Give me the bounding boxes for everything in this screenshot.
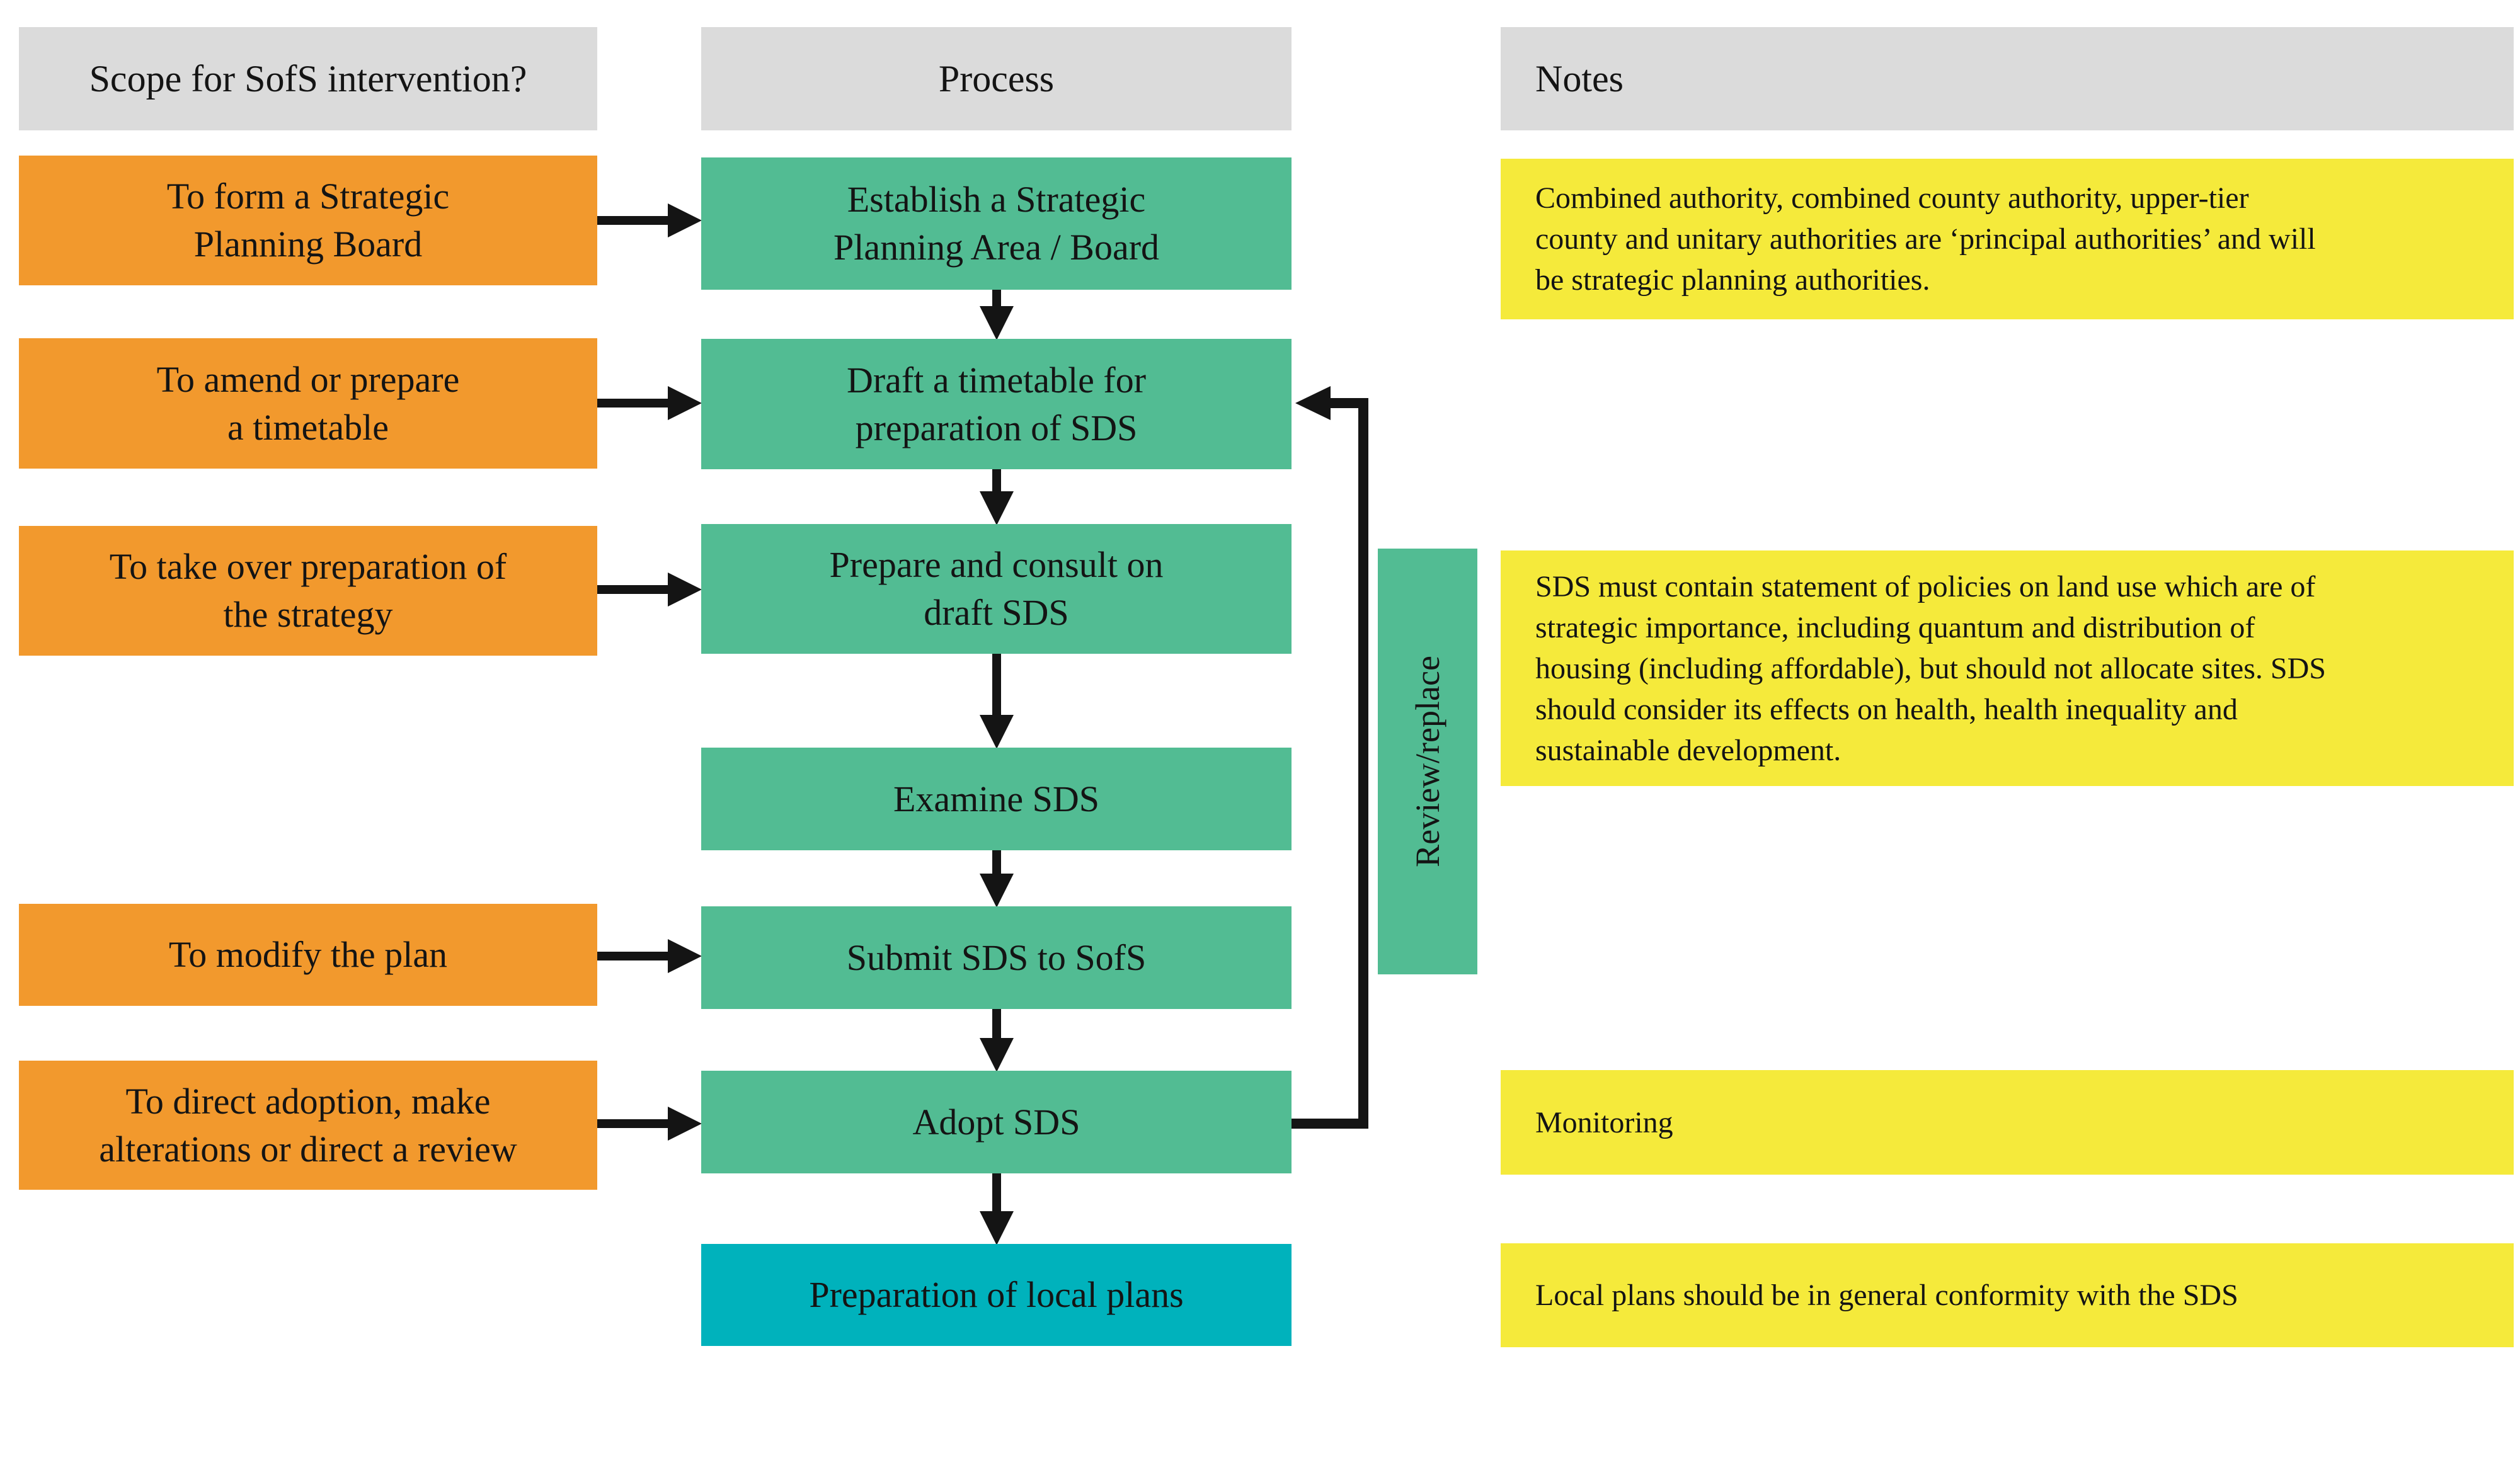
process-box-examine: Examine SDS	[701, 748, 1292, 850]
note-principal-authorities-text: Combined authority, combined county auth…	[1535, 181, 2316, 297]
scope-box-amend-timetable: To amend or prepare a timetable	[19, 338, 597, 469]
header-scope-label: Scope for SofS intervention?	[89, 57, 527, 100]
arrow-adopt-to-local-plans	[980, 1173, 1014, 1245]
scope-box-direct-adoption-label: To direct adoption, make alterations or …	[99, 1080, 517, 1170]
scope-box-amend-timetable-label: To amend or prepare a timetable	[156, 358, 460, 448]
arrow-submit-to-adopt	[980, 1009, 1014, 1072]
process-box-establish-label: Establish a Strategic Planning Area / Bo…	[833, 179, 1160, 268]
process-box-draft-timetable: Draft a timetable for preparation of SDS	[701, 339, 1292, 469]
note-sds-content-text: SDS must contain statement of policies o…	[1535, 569, 2326, 767]
arrow-amend-timetable-to-draft	[597, 386, 702, 420]
arrow-prepare-to-examine	[980, 654, 1014, 749]
header-notes: Notes	[1501, 27, 2514, 130]
scope-box-modify-plan: To modify the plan	[19, 904, 597, 1006]
process-box-prepare-consult: Prepare and consult on draft SDS	[701, 524, 1292, 654]
header-process-label: Process	[938, 57, 1055, 100]
note-principal-authorities: Combined authority, combined county auth…	[1501, 159, 2514, 319]
scope-box-form-board-label: To form a Strategic Planning Board	[166, 176, 450, 265]
arrow-direct-adoption-to-adopt	[597, 1107, 702, 1141]
scope-box-take-over: To take over preparation of the strategy	[19, 526, 597, 656]
header-scope: Scope for SofS intervention?	[19, 27, 597, 130]
arrow-draft-to-prepare	[980, 469, 1014, 525]
scope-box-form-board: To form a Strategic Planning Board	[19, 156, 597, 285]
note-local-plans-conformity-text: Local plans should be in general conform…	[1535, 1279, 2238, 1312]
scope-box-modify-plan-label: To modify the plan	[168, 934, 448, 975]
review-replace-box: Review/replace	[1378, 549, 1477, 974]
arrow-establish-to-draft	[980, 290, 1014, 340]
header-notes-label: Notes	[1535, 57, 1624, 100]
process-box-local-plans-label: Preparation of local plans	[809, 1274, 1184, 1315]
arrow-take-over-to-prepare	[597, 573, 702, 607]
arrow-form-board-to-establish	[597, 203, 702, 237]
process-box-submit-label: Submit SDS to SofS	[846, 937, 1147, 978]
note-monitoring: Monitoring	[1501, 1070, 2514, 1175]
process-box-adopt: Adopt SDS	[701, 1071, 1292, 1173]
process-box-local-plans: Preparation of local plans	[701, 1244, 1292, 1346]
process-box-submit: Submit SDS to SofS	[701, 906, 1292, 1009]
note-monitoring-text: Monitoring	[1535, 1105, 1673, 1139]
scope-box-direct-adoption: To direct adoption, make alterations or …	[19, 1061, 597, 1190]
process-box-establish: Establish a Strategic Planning Area / Bo…	[701, 157, 1292, 290]
scope-box-take-over-label: To take over preparation of the strategy	[109, 546, 507, 635]
arrow-review-replace-loop	[1292, 386, 1368, 1129]
note-sds-content: SDS must contain statement of policies o…	[1501, 550, 2514, 786]
arrow-modify-to-submit	[597, 939, 702, 973]
process-box-prepare-consult-label: Prepare and consult on draft SDS	[829, 544, 1164, 633]
process-box-adopt-label: Adopt SDS	[912, 1101, 1080, 1143]
process-box-examine-label: Examine SDS	[893, 778, 1100, 819]
note-local-plans-conformity: Local plans should be in general conform…	[1501, 1243, 2514, 1347]
review-replace-label: Review/replace	[1409, 656, 1446, 867]
arrow-examine-to-submit	[980, 850, 1014, 908]
process-box-draft-timetable-label: Draft a timetable for preparation of SDS	[846, 359, 1147, 448]
header-process: Process	[701, 27, 1292, 130]
